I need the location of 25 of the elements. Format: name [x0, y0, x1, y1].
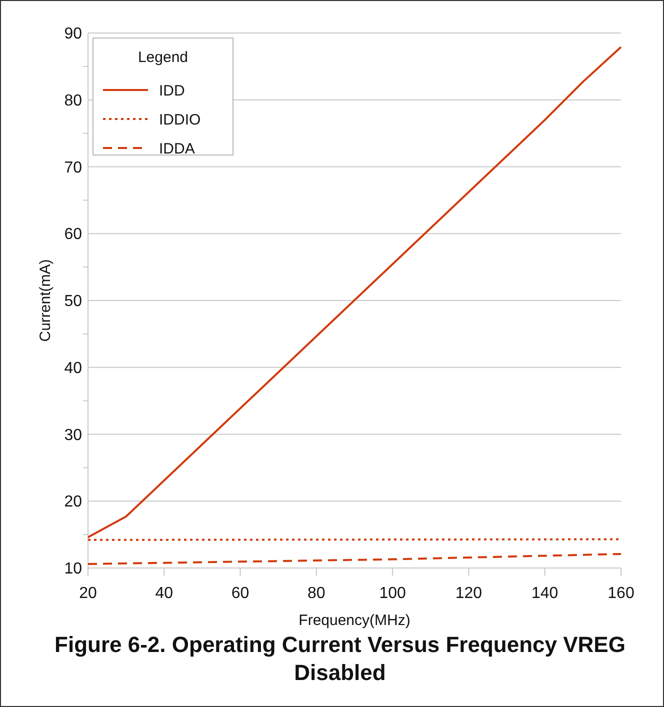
y-axis-title: Current(mA) — [37, 259, 54, 342]
x-tick-label: 120 — [455, 585, 482, 602]
y-tick-label: 40 — [64, 360, 82, 377]
y-tick-label: 20 — [64, 494, 82, 511]
x-tick-label: 80 — [308, 585, 326, 602]
x-tick-label: 160 — [608, 585, 634, 602]
legend-label: IDDIO — [159, 111, 201, 128]
legend-label: IDDA — [159, 140, 195, 158]
x-tick-label: 140 — [532, 585, 558, 602]
y-tick-label: 90 — [64, 26, 82, 43]
x-tick-label: 20 — [79, 585, 97, 602]
x-tick-label: 60 — [231, 585, 250, 602]
y-tick-label: 80 — [64, 92, 82, 110]
y-tick-label: 10 — [64, 560, 82, 578]
x-tick-label: 100 — [379, 585, 406, 602]
y-tick-label: 60 — [64, 226, 82, 244]
y-tick-label: 70 — [64, 159, 82, 176]
x-tick-label: 40 — [155, 585, 174, 602]
line-series — [87, 46, 622, 538]
legend-title: Legend — [138, 49, 188, 66]
x-axis-title: Frequency(MHz) — [298, 612, 410, 629]
y-tick-label: 30 — [64, 426, 82, 444]
y-tick-label: 50 — [64, 293, 82, 310]
legend-label: IDD — [159, 82, 185, 100]
text: Figure 6-2. Operating Current Versus Frequency VREG Disabled — [54, 632, 626, 685]
